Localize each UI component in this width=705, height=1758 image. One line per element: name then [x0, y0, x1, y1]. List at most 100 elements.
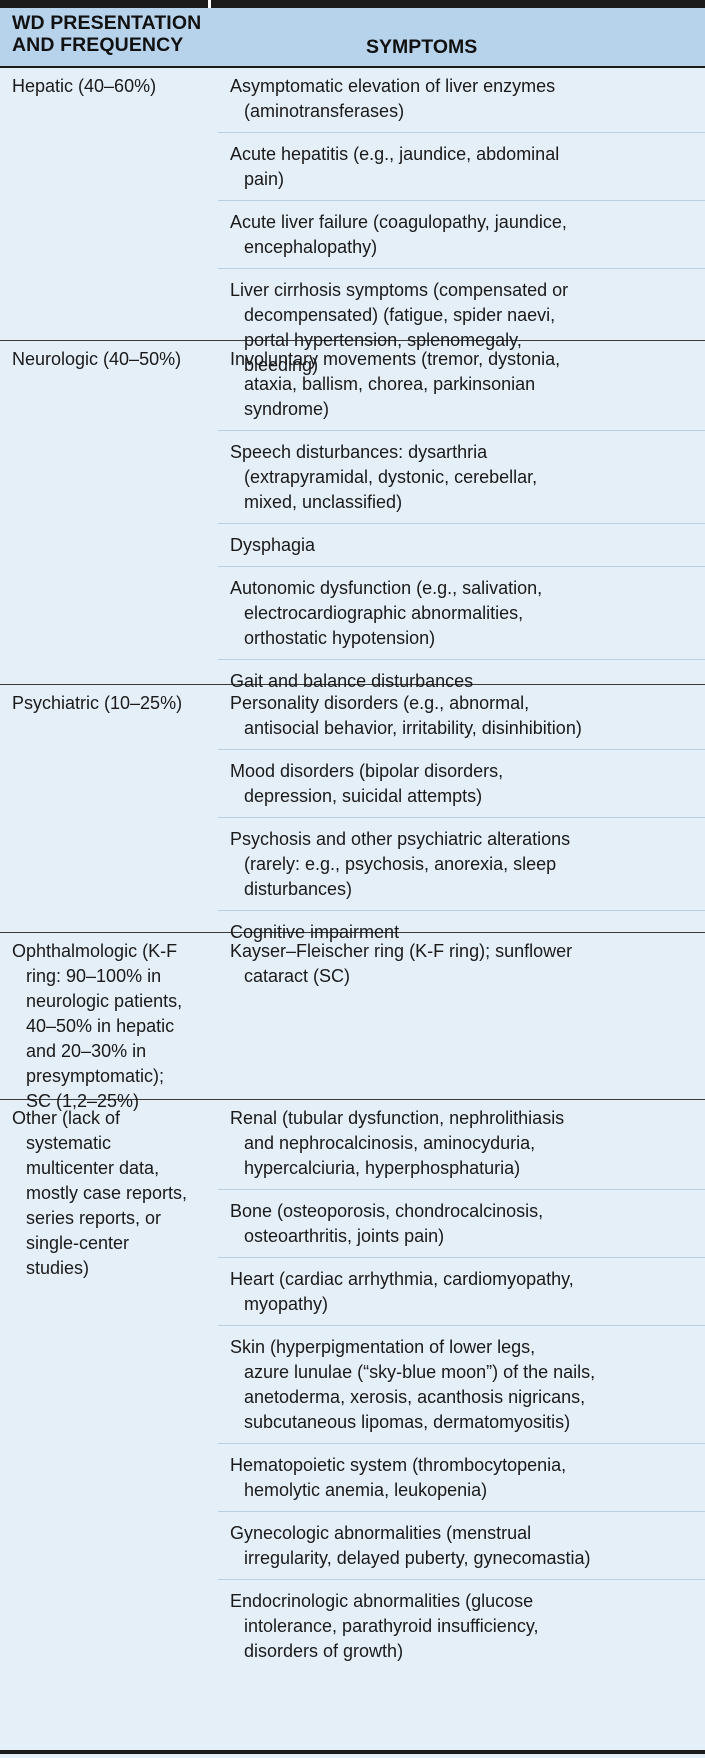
category-line: single-center [26, 1233, 130, 1253]
category-cell: Hepatic (40–60%) [12, 74, 212, 99]
symptom-line: encephalopathy) [244, 237, 378, 257]
top-rule [0, 0, 705, 8]
symptom-line: (aminotransferases) [244, 101, 405, 121]
symptom-item: Personality disorders (e.g., abnormal, an… [230, 691, 700, 741]
symptom-item: Dysphagia [230, 533, 700, 558]
symptom-separator [218, 268, 705, 269]
category-cell: Other (lack of systematic multicenter data… [12, 1106, 212, 1281]
symptom-line: decompensated) (fatigue, spider naevi, [244, 305, 556, 325]
symptom-line: portal hypertension, splenomegaly, [244, 330, 522, 350]
category-line: multicenter data, [26, 1158, 160, 1178]
top-rule-gap [208, 0, 211, 8]
symptom-separator [218, 132, 705, 133]
symptom-line: myopathy) [244, 1294, 329, 1314]
symptom-separator [218, 430, 705, 431]
symptom-separator [218, 749, 705, 750]
symptom-line: azure lunulae (“sky-blue moon”) of the n… [244, 1362, 596, 1382]
symptom-line: hemolytic anemia, leukopenia) [244, 1480, 488, 1500]
symptom-line: Heart (cardiac arrhythmia, cardiomyopath… [230, 1269, 574, 1289]
symptom-line: orthostatic hypotension) [244, 628, 436, 648]
symptom-line: bleeding) [244, 355, 319, 375]
symptom-separator [218, 1443, 705, 1444]
symptom-line: Liver cirrhosis symptoms (compensated or [230, 280, 569, 300]
symptom-line: Acute liver failure (coagulopathy, jaund… [230, 212, 567, 232]
category-cell: Ophthalmologic (K-F ring: 90–100% in neuro… [12, 939, 212, 1114]
category-line: presymptomatic); [26, 1066, 165, 1086]
category-cell: Psychiatric (10–25%) [12, 691, 212, 716]
category-line: systematic [26, 1133, 112, 1153]
bottom-rule [0, 1750, 705, 1754]
symptom-item: Speech disturbances: dysarthria (extrapyr… [230, 440, 700, 515]
symptom-line: Mood disorders (bipolar disorders, [230, 761, 504, 781]
symptom-item: Skin (hyperpigmentation of lower legs, az… [230, 1335, 700, 1435]
symptom-line: anetoderma, xerosis, acanthosis nigrican… [244, 1387, 586, 1407]
symptom-item: Psychosis and other psychiatric alterati… [230, 827, 700, 902]
symptom-line: Asymptomatic elevation of liver enzymes [230, 76, 556, 96]
symptom-item: Involuntary movements (tremor, dystonia,… [230, 347, 700, 422]
symptom-line: Involuntary movements (tremor, dystonia, [230, 349, 561, 369]
symptom-separator [218, 817, 705, 818]
symptom-line: (extrapyramidal, dystonic, cerebellar, [244, 467, 538, 487]
symptom-item: Cognitive impairment [230, 920, 700, 945]
category-line: series reports, or [26, 1208, 162, 1228]
symptom-item: Bone (osteoporosis, chondrocalcinosis, os… [230, 1199, 700, 1249]
symptom-separator [218, 1579, 705, 1580]
category-line: mostly case reports, [26, 1183, 188, 1203]
symptom-line: osteoarthritis, joints pain) [244, 1226, 445, 1246]
symptom-item: Liver cirrhosis symptoms (compensated or… [230, 278, 700, 378]
symptom-line: Gynecologic abnormalities (menstrual [230, 1523, 532, 1543]
symptom-item: Gait and balance disturbances [230, 669, 700, 694]
symptom-line: hypercalciuria, hyperphosphaturia) [244, 1158, 521, 1178]
symptom-line: Acute hepatitis (e.g., jaundice, abdomin… [230, 144, 560, 164]
symptom-line: Dysphagia [230, 535, 316, 555]
symptom-item: Gynecologic abnormalities (menstrual irre… [230, 1521, 700, 1571]
symptom-line: electrocardiographic abnormalities, [244, 603, 524, 623]
symptom-item: Heart (cardiac arrhythmia, cardiomyopath… [230, 1267, 700, 1317]
symptom-line: Renal (tubular dysfunction, nephrolithia… [230, 1108, 565, 1128]
symptom-line: Gait and balance disturbances [230, 671, 474, 691]
symptom-line: syndrome) [244, 399, 330, 419]
row-neurologic: Neurologic (40–50%) Involuntary movements… [0, 341, 705, 691]
symptom-line: (rarely: e.g., psychosis, anorexia, slee… [244, 854, 557, 874]
symptom-separator [218, 910, 705, 911]
symptom-separator [218, 659, 705, 660]
symptom-item: Autonomic dysfunction (e.g., salivation,… [230, 576, 700, 651]
symptom-line: Speech disturbances: dysarthria [230, 442, 488, 462]
symptom-line: Cognitive impairment [230, 922, 400, 942]
symptom-line: pain) [244, 169, 285, 189]
symptom-item: Acute hepatitis (e.g., jaundice, abdomin… [230, 142, 700, 192]
category-line: SC (1,2–25%) [26, 1091, 140, 1111]
category-line: Ophthalmologic (K-F [12, 941, 178, 961]
symptom-line: Endocrinologic abnormalities (glucose [230, 1591, 534, 1611]
symptom-line: Psychosis and other psychiatric alterati… [230, 829, 571, 849]
symptom-line: Kayser–Fleischer ring (K-F ring); sunflo… [230, 941, 573, 961]
symptom-line: disturbances) [244, 879, 353, 899]
symptom-line: depression, suicidal attempts) [244, 786, 483, 806]
symptom-line: intolerance, parathyroid insufficiency, [244, 1616, 539, 1636]
symptom-separator [218, 1189, 705, 1190]
symptom-item: Hematopoietic system (thrombocytopenia, h… [230, 1453, 700, 1503]
symptom-separator [218, 1257, 705, 1258]
row-hepatic: Hepatic (40–60%) Asymptomatic elevation o… [0, 68, 705, 375]
category-line: 40–50% in hepatic [26, 1016, 175, 1036]
symptom-separator [218, 200, 705, 201]
symptom-line: Bone (osteoporosis, chondrocalcinosis, [230, 1201, 544, 1221]
category-line: Other (lack of [12, 1108, 121, 1128]
category-line: Hepatic (40–60%) [12, 76, 157, 96]
symptom-line: disorders of growth) [244, 1641, 404, 1661]
category-line: neurologic patients, [26, 991, 183, 1011]
symptom-item: Asymptomatic elevation of liver enzymes (… [230, 74, 700, 124]
header-presentation-frequency: WD PRESENTATION AND FREQUENCY [12, 12, 202, 56]
symptom-separator [218, 1511, 705, 1512]
category-line: Neurologic (40–50%) [12, 349, 182, 369]
row-psychiatric: Psychiatric (10–25%) Personality disorder… [0, 685, 705, 942]
table-header: WD PRESENTATION AND FREQUENCY SYMPTOMS [0, 8, 705, 68]
symptom-line: antisocial behavior, irritability, disin… [244, 718, 582, 738]
symptom-line: mixed, unclassified) [244, 492, 403, 512]
category-line: and 20–30% in [26, 1041, 147, 1061]
symptom-line: and nephrocalcinosis, aminocyduria, [244, 1133, 536, 1153]
row-other: Other (lack of systematic multicenter data… [0, 1100, 705, 1749]
symptom-item: Acute liver failure (coagulopathy, jaund… [230, 210, 700, 260]
symptom-line: cataract (SC) [244, 966, 351, 986]
row-ophthalmologic: Ophthalmologic (K-F ring: 90–100% in neuro… [0, 933, 705, 1111]
